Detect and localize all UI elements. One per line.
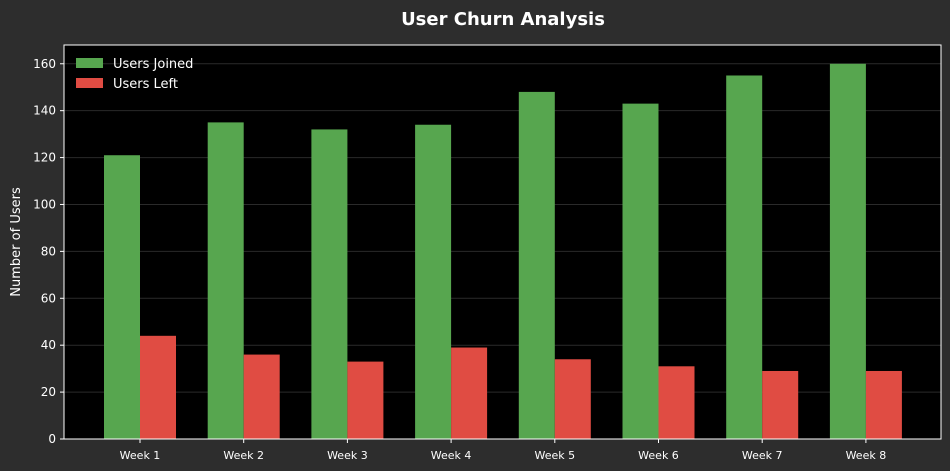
bar-users-left — [554, 359, 591, 439]
y-tick-label: 120 — [33, 151, 56, 165]
bar-users-left — [865, 370, 902, 439]
chart-title: User Churn Analysis — [401, 9, 605, 30]
y-tick-label: 160 — [33, 57, 56, 71]
legend-swatch — [76, 78, 103, 88]
y-tick-label: 100 — [33, 197, 56, 211]
legend-label: Users Joined — [113, 57, 193, 72]
y-tick-label: 0 — [48, 432, 56, 446]
bar-users-joined — [829, 63, 866, 440]
y-tick-label: 60 — [41, 291, 56, 305]
tick-labels: 0 20 40 60 80 100 120 140 160 Week 1 Week 2 Week 3 W… — [33, 57, 886, 462]
x-tick-label: Week 4 — [431, 449, 472, 462]
x-tick-label: Week 2 — [223, 449, 264, 462]
bar-users-joined — [207, 122, 244, 440]
bar-users-joined — [726, 75, 763, 439]
bar-users-left — [451, 347, 488, 439]
bar-users-joined — [104, 155, 140, 439]
bar-users-left — [140, 335, 176, 439]
y-tick-label: 20 — [41, 385, 56, 399]
x-tick-label: Week 8 — [846, 449, 887, 462]
bar-users-joined — [622, 103, 659, 439]
bar-users-left — [658, 366, 695, 439]
y-tick-label: 140 — [33, 104, 56, 118]
legend-swatch — [76, 58, 103, 68]
bars — [104, 63, 902, 440]
y-tick-label: 80 — [41, 244, 56, 258]
bar-users-left — [762, 370, 799, 439]
bar-users-joined — [518, 91, 555, 440]
x-tick-label: Week 6 — [638, 449, 679, 462]
bar-users-joined — [311, 129, 348, 439]
x-tick-label: Week 5 — [534, 449, 575, 462]
y-tick-label: 40 — [41, 338, 56, 352]
x-tick-label: Week 7 — [742, 449, 783, 462]
axes — [63, 44, 942, 440]
y-axis-label: Number of Users — [9, 187, 24, 297]
bar-users-left — [243, 354, 280, 439]
legend-label: Users Left — [113, 77, 178, 92]
legend: Users Joined Users Left — [76, 57, 193, 92]
axes-frame — [63, 44, 942, 440]
bar-users-left — [347, 361, 384, 439]
x-tick-label: Week 1 — [120, 449, 161, 462]
x-tick-label: Week 3 — [327, 449, 368, 462]
bar-users-joined — [415, 124, 452, 439]
plot-area — [64, 45, 941, 439]
